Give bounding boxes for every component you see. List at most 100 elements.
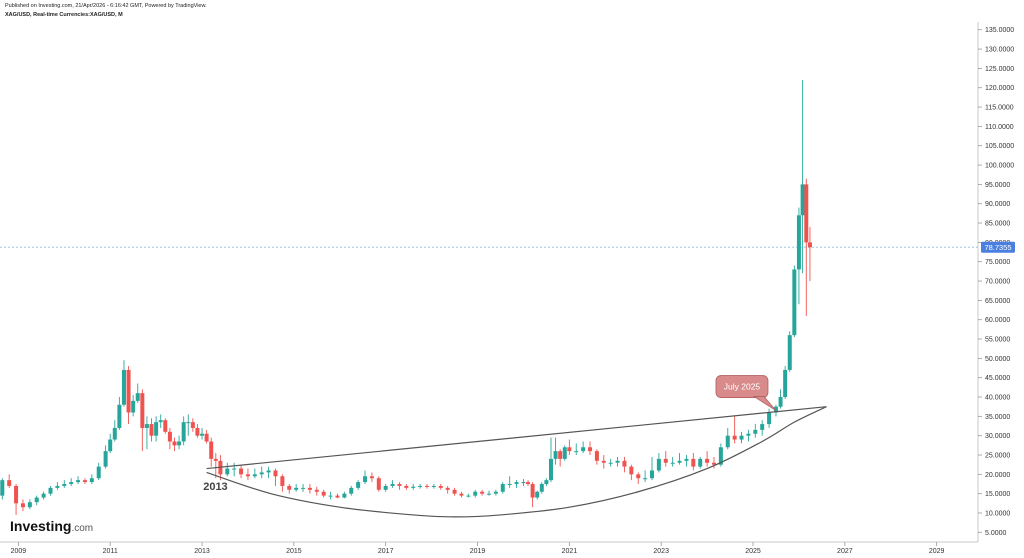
candle-body <box>121 369 126 405</box>
candle-body <box>562 447 567 459</box>
candle-body <box>390 484 395 486</box>
candle-body <box>383 485 388 490</box>
candle-body <box>342 493 347 498</box>
y-tick-label: 65.0000 <box>985 298 1010 305</box>
y-tick-label: 100.0000 <box>985 163 1014 170</box>
candle-body <box>507 484 512 486</box>
trendline <box>206 406 827 470</box>
candle-body <box>20 503 25 508</box>
y-tick-label: 70.0000 <box>985 279 1010 286</box>
y-tick-label: 45.0000 <box>985 375 1010 382</box>
investing-logo: Investing.com <box>10 518 93 534</box>
candle-body <box>135 393 140 401</box>
symbol-label: XAG/USD, Real-time Currencies:XAG/USD, M <box>5 12 123 18</box>
candle-body <box>411 486 416 488</box>
candle-body <box>356 482 361 488</box>
logo-name: Investing <box>10 518 71 534</box>
candle-body <box>181 422 186 442</box>
candle-body <box>89 478 94 483</box>
candle-body <box>691 458 696 467</box>
candle-body <box>425 485 430 487</box>
candle-body <box>500 484 505 492</box>
y-tick-label: 40.0000 <box>985 395 1010 402</box>
candle-body <box>663 458 668 463</box>
candle-body <box>266 470 271 473</box>
candle-body <box>698 458 703 467</box>
candle-body <box>149 424 154 436</box>
candle-body <box>108 439 113 452</box>
candle-body <box>349 487 354 494</box>
candle-body <box>172 441 177 446</box>
candle-body <box>746 433 751 436</box>
candle-body <box>0 480 5 496</box>
y-tick-label: 110.0000 <box>985 124 1014 131</box>
candle-body <box>363 476 368 483</box>
y-tick-label: 130.0000 <box>985 47 1014 54</box>
candle-body <box>480 491 485 494</box>
publish-note: Published on Investing.com, 21/Apr/2026 … <box>5 3 207 9</box>
y-axis: 5.0000 10.0000 15.0000 20.0000 25.0000 30.000… <box>978 27 1014 537</box>
x-tick-label: 2017 <box>378 548 394 555</box>
candle-body <box>574 451 579 453</box>
y-tick-label: 85.0000 <box>985 221 1010 228</box>
candle-body <box>622 460 627 467</box>
y-tick-label: 125.0000 <box>985 66 1014 73</box>
logo-suffix: .com <box>71 523 93 534</box>
candle-body <box>539 484 544 492</box>
candle-body <box>252 474 257 477</box>
candle-body <box>487 493 491 495</box>
candle-body <box>567 447 572 452</box>
callout-pointer <box>752 396 777 411</box>
candle-body <box>294 487 299 490</box>
candle-body <box>369 476 374 479</box>
candle-body <box>76 480 81 483</box>
y-tick-label: 95.0000 <box>985 182 1010 189</box>
candle-body <box>131 400 136 413</box>
candle-body <box>96 466 101 479</box>
candle-body <box>650 470 654 479</box>
candle-body <box>725 435 730 448</box>
annotation-2013: 2013 <box>203 481 227 493</box>
candle-body <box>144 424 149 428</box>
y-tick-label: 115.0000 <box>985 105 1014 112</box>
y-tick-label: 120.0000 <box>985 85 1014 92</box>
x-tick-label: 2029 <box>929 548 945 555</box>
candle-body <box>473 491 478 496</box>
y-tick-label: 15.0000 <box>985 491 1010 498</box>
candle-body <box>62 484 67 486</box>
candle-body <box>431 485 436 487</box>
candle-body <box>209 441 214 459</box>
candle-body <box>163 420 168 432</box>
x-tick-label: 2009 <box>11 548 27 555</box>
candle-body <box>796 215 801 270</box>
candle-body <box>753 429 758 434</box>
y-tick-label: 60.0000 <box>985 317 1010 324</box>
candle-body <box>787 335 792 370</box>
candle-body <box>783 369 788 398</box>
candle-body <box>307 487 312 490</box>
candle-body <box>558 451 563 459</box>
y-tick-label: 5.0000 <box>985 530 1007 537</box>
x-tick-label: 2023 <box>653 548 669 555</box>
y-tick-label: 30.0000 <box>985 433 1010 440</box>
candle-body <box>48 487 53 494</box>
candle-body <box>273 470 278 477</box>
candle-body <box>732 435 737 440</box>
candle-body <box>321 491 326 496</box>
candle-body <box>535 491 540 498</box>
x-tick-label: 2027 <box>837 548 853 555</box>
candle-body <box>287 485 292 490</box>
y-tick-label: 10.0000 <box>985 511 1010 518</box>
candle-body <box>445 487 450 490</box>
x-axis: 2009 2011 2013 2015 2017 2019 2021 2023 2025 2027… <box>11 542 945 555</box>
candle-body <box>800 184 805 216</box>
candle-body <box>608 462 613 464</box>
candle-body <box>581 447 586 452</box>
candle-body <box>158 420 163 423</box>
candle-body <box>767 412 772 425</box>
candle-body <box>7 480 12 486</box>
candle-body <box>544 480 549 485</box>
candle-body <box>245 474 250 477</box>
